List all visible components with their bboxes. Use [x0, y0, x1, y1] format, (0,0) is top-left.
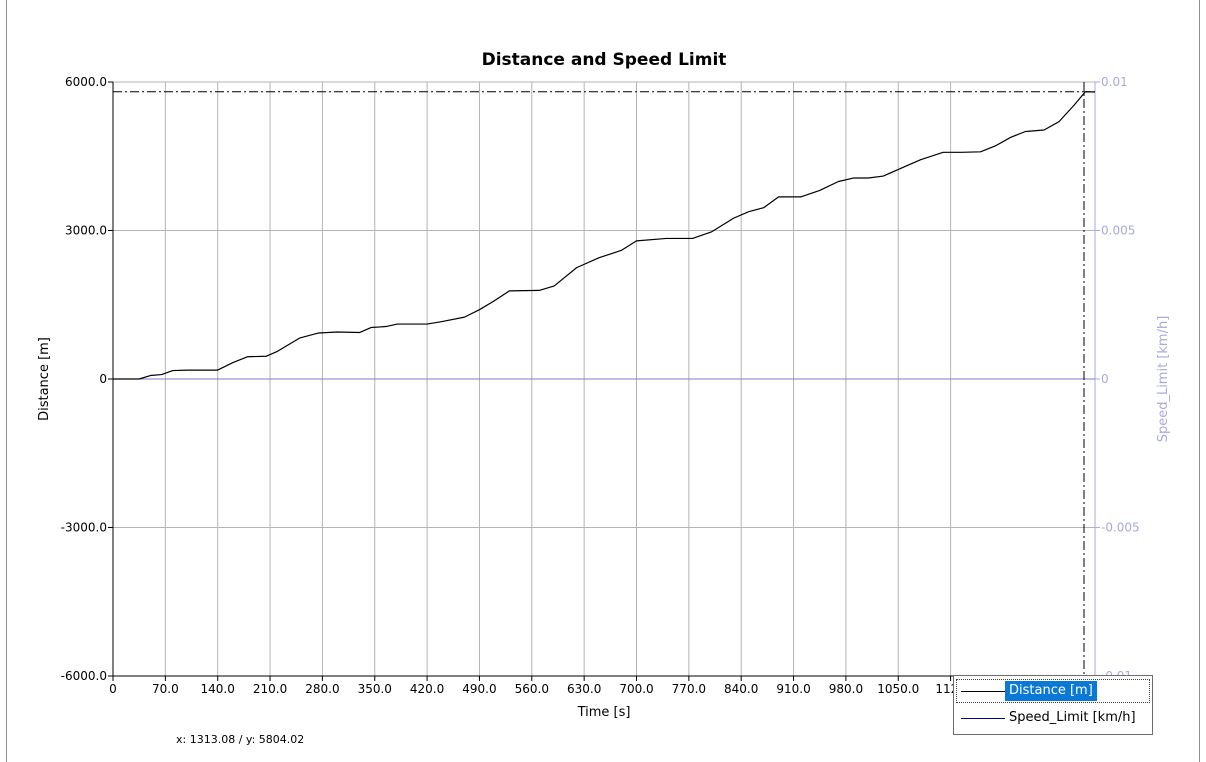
x-tick-label: 980.0: [829, 682, 863, 696]
x-tick-label: 630.0: [567, 682, 601, 696]
cursor-readout: x: 1313.08 / y: 5804.02: [176, 733, 305, 746]
x-tick-label: 350.0: [358, 682, 392, 696]
chart-legend[interactable]: Distance [m] Speed_Limit [km/h]: [953, 675, 1153, 735]
legend-swatch-speed-limit: [961, 718, 1005, 719]
y2-tick-label: 0.005: [1101, 224, 1135, 238]
y2-tick-label: 0.01: [1101, 75, 1128, 89]
x-tick-label: 700.0: [619, 682, 653, 696]
x-tick-label: 420.0: [410, 682, 444, 696]
y-tick-label: 3000.0: [65, 224, 107, 238]
y-tick-label: -3000.0: [61, 521, 107, 535]
y-axis-ticks: 6000.0 3000.0 0 -3000.0 -6000.0: [61, 75, 113, 683]
legend-label-distance: Distance [m]: [1005, 681, 1097, 701]
x-tick-label: 140.0: [201, 682, 235, 696]
x-tick-label: 490.0: [462, 682, 496, 696]
x-axis-ticks: 0 70.0 140.0 210.0 280.0 350.0 420.0 490.0 560.0…: [109, 676, 966, 696]
chart-panel: [6, 0, 1200, 762]
chart-title: Distance and Speed Limit: [482, 50, 727, 70]
y-tick-label: 0: [99, 372, 107, 386]
y2-axis-label: Speed_Limit [km/h]: [1156, 316, 1171, 443]
x-tick-label: 560.0: [515, 682, 549, 696]
series-layer: [113, 91, 1095, 380]
x-tick-label: 70.0: [152, 682, 179, 696]
y-tick-label: -6000.0: [61, 669, 107, 683]
x-tick-label: 840.0: [724, 682, 758, 696]
x-tick-label: 280.0: [305, 682, 339, 696]
x-axis-label: Time [s]: [577, 705, 631, 720]
x-tick-label: 910.0: [776, 682, 810, 696]
x-tick-label: 210.0: [253, 682, 287, 696]
cursor-crosshair: [113, 82, 1095, 680]
x-tick-label: 0: [109, 682, 117, 696]
legend-swatch-distance: [961, 691, 1005, 692]
legend-item-speed-limit[interactable]: Speed_Limit [km/h]: [957, 707, 1149, 729]
legend-label-speed-limit: Speed_Limit [km/h]: [1009, 710, 1136, 725]
x-tick-label: 770.0: [672, 682, 706, 696]
y2-tick-label: -0.005: [1101, 521, 1140, 535]
legend-item-distance[interactable]: Distance [m]: [956, 679, 1150, 703]
x-tick-label: 1050.0: [877, 682, 919, 696]
y2-tick-label: 0: [1101, 372, 1109, 386]
y-axis-label: Distance [m]: [37, 337, 52, 421]
series-line-distance: [113, 91, 1095, 380]
y-tick-label: 6000.0: [65, 75, 107, 89]
